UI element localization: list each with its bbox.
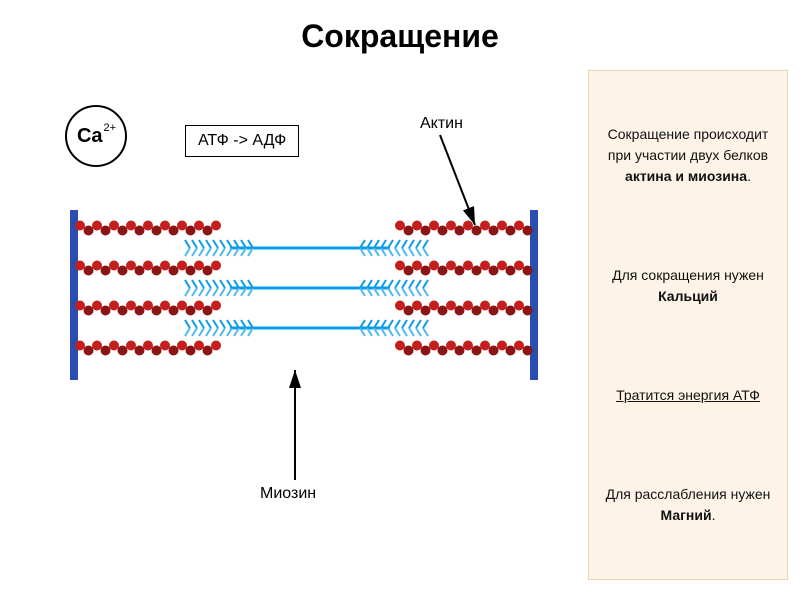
info-block-1: Сокращение происходит при участии двух б… <box>599 124 777 187</box>
info-block-4: Для расслабления нужен Магний. <box>599 484 777 526</box>
info-block-3: Тратится энергия АТФ <box>599 385 777 406</box>
info-panel: Сокращение происходит при участии двух б… <box>588 70 788 580</box>
sarcomere-diagram <box>30 200 570 400</box>
info-block-2: Для сокращения нужен Кальций <box>599 265 777 307</box>
page-title: Сокращение <box>0 0 800 55</box>
diagram-area: Ca2+ АТФ -> АДФ Актин Миозин <box>20 70 580 580</box>
